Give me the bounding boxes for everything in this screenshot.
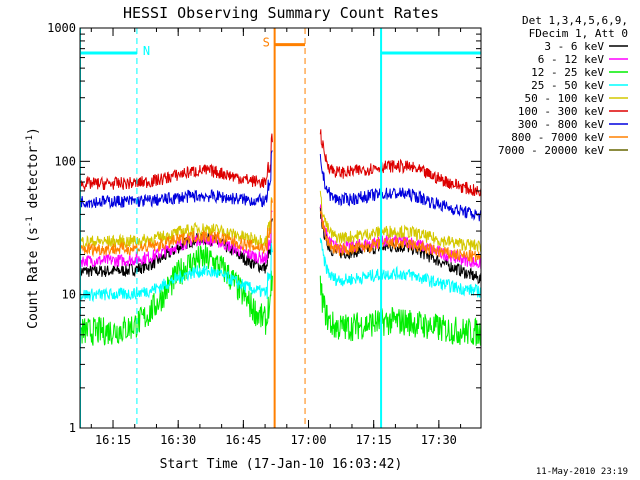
y-tick-label: 1 xyxy=(69,421,76,435)
series-line-6 xyxy=(80,150,481,222)
series-line-3 xyxy=(80,237,481,303)
legend-header-1: Det 1,3,4,5,6,9, xyxy=(522,14,628,27)
legend-header-2: FDecim 1, Att 0 xyxy=(529,27,628,40)
y-tick-label: 10 xyxy=(62,288,76,302)
legend-label-2: 12 - 25 keV xyxy=(531,66,604,79)
y-tick-label: 100 xyxy=(54,154,76,168)
chart-title: HESSI Observing Summary Count Rates xyxy=(123,4,439,22)
x-tick-label: 17:15 xyxy=(356,433,392,447)
x-axis-label: Start Time (17-Jan-10 16:03:42) xyxy=(160,457,403,472)
x-tick-label: 16:15 xyxy=(95,433,131,447)
x-tick-label: 16:30 xyxy=(160,433,196,447)
legend-label-0: 3 - 6 keV xyxy=(544,40,604,53)
timestamp: 11-May-2010 23:19 xyxy=(536,467,628,477)
plot-frame xyxy=(79,27,482,429)
series-line-7 xyxy=(80,197,481,263)
flag-label-S: S xyxy=(263,36,270,50)
series-line-1 xyxy=(80,204,481,269)
x-tick-label: 16:45 xyxy=(225,433,261,447)
series-line-4 xyxy=(80,190,481,253)
x-tick-label: 17:30 xyxy=(421,433,457,447)
legend-label-7: 800 - 7000 keV xyxy=(511,131,604,144)
series-line-2 xyxy=(80,245,481,346)
legend-label-3: 25 - 50 keV xyxy=(531,79,604,92)
legend-label-4: 50 - 100 keV xyxy=(525,92,605,105)
flag-label-N: N xyxy=(143,44,150,58)
x-tick-label: 17:00 xyxy=(290,433,326,447)
y-tick-label: 1000 xyxy=(47,21,76,35)
legend-label-5: 100 - 300 keV xyxy=(518,105,604,118)
series-line-5 xyxy=(80,129,481,197)
legend-label-1: 6 - 12 keV xyxy=(538,53,605,66)
legend-label-8: 7000 - 20000 keV xyxy=(498,144,604,157)
y-axis-label: Count Rate (s-1 detector-1) xyxy=(25,127,41,329)
legend-label-6: 300 - 800 keV xyxy=(518,118,604,131)
